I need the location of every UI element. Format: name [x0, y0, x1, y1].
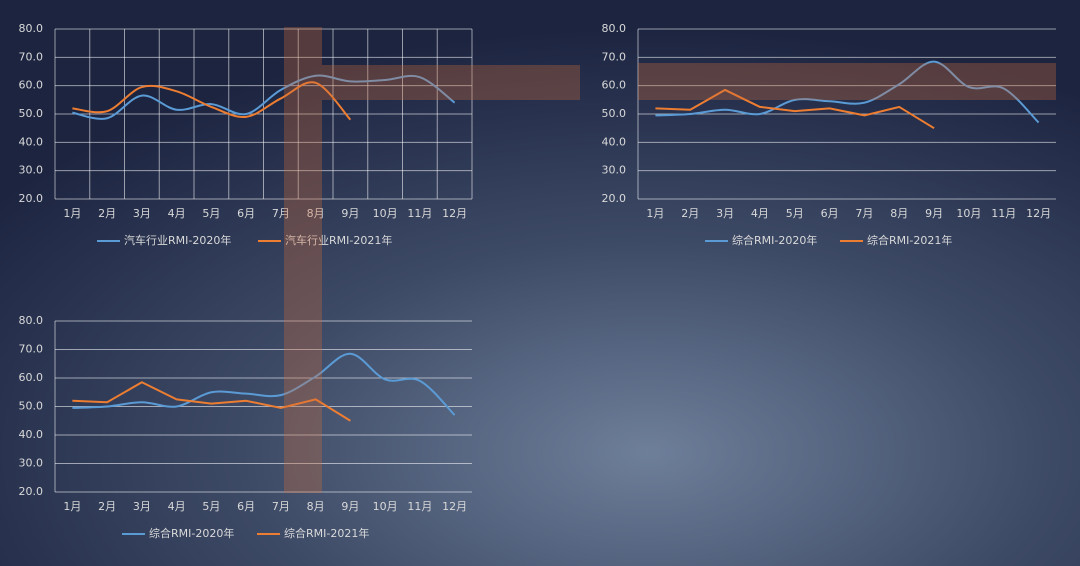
x-tick-label: 10月 [373, 500, 398, 513]
x-tick-label: 5月 [202, 207, 220, 220]
series-line [72, 381, 351, 422]
y-tick-label: 60.0 [19, 79, 44, 92]
highlight-band [638, 63, 1056, 100]
y-tick-label: 40.0 [19, 428, 44, 441]
x-tick-label: 1月 [63, 500, 81, 513]
x-tick-label: 8月 [890, 207, 908, 220]
x-tick-label: 7月 [272, 207, 290, 220]
y-tick-label: 20.0 [19, 192, 44, 205]
x-tick-label: 11月 [407, 500, 432, 513]
y-tick-label: 60.0 [602, 79, 627, 92]
highlight-band [322, 65, 580, 100]
x-tick-label: 11月 [407, 207, 432, 220]
y-tick-label: 50.0 [19, 400, 44, 413]
y-tick-label: 60.0 [19, 371, 44, 384]
legend-label: 综合RMI-2020年 [149, 526, 234, 540]
x-tick-label: 1月 [63, 207, 81, 220]
x-tick-label: 12月 [1026, 207, 1051, 220]
y-tick-label: 80.0 [19, 22, 44, 35]
charts: 20.0 30.0 40.0 50.0 60.0 70.0 80.0 1月 2月 3月 4月 5月 6月… [19, 22, 1056, 540]
y-tick-label: 40.0 [602, 135, 627, 148]
series-line [655, 60, 1040, 124]
x-tick-label: 8月 [307, 207, 325, 220]
x-tick-label: 7月 [855, 207, 873, 220]
highlight-band [284, 27, 322, 493]
series-line [655, 88, 935, 130]
legend-label: 汽车行业RMI-2020年 [124, 233, 231, 247]
y-tick-label: 70.0 [19, 343, 44, 356]
y-tick-label: 30.0 [19, 164, 44, 177]
x-tick-label: 12月 [442, 500, 467, 513]
y-tick-label: 30.0 [602, 164, 627, 177]
y-tick-label: 70.0 [19, 50, 44, 63]
x-tick-label: 1月 [646, 207, 664, 220]
y-tick-label: 50.0 [602, 107, 627, 120]
legend-label: 综合RMI-2020年 [732, 233, 817, 247]
x-tick-label: 9月 [341, 207, 359, 220]
legend-label: 汽车行业RMI-2021年 [285, 233, 392, 247]
x-tick-label: 7月 [272, 500, 290, 513]
y-tick-label: 80.0 [602, 22, 627, 35]
series-line [72, 352, 456, 416]
legend-label: 综合RMI-2021年 [284, 526, 369, 540]
x-tick-label: 3月 [716, 207, 734, 220]
x-tick-label: 2月 [98, 500, 116, 513]
y-tick-label: 20.0 [602, 192, 627, 205]
x-tick-label: 2月 [681, 207, 699, 220]
y-tick-label: 70.0 [602, 50, 627, 63]
y-tick-label: 20.0 [19, 485, 44, 498]
x-tick-label: 4月 [168, 500, 186, 513]
x-tick-label: 6月 [237, 500, 255, 513]
series-line [72, 81, 352, 121]
x-tick-label: 4月 [751, 207, 769, 220]
y-tick-label: 50.0 [19, 107, 44, 120]
x-tick-label: 5月 [202, 500, 220, 513]
legend-label: 综合RMI-2021年 [867, 233, 952, 247]
y-tick-label: 40.0 [19, 135, 44, 148]
x-tick-label: 10月 [956, 207, 981, 220]
y-tick-label: 30.0 [19, 457, 44, 470]
x-tick-label: 12月 [442, 207, 467, 220]
x-tick-label: 4月 [168, 207, 186, 220]
x-tick-label: 8月 [307, 500, 325, 513]
highlight-band [284, 65, 322, 100]
x-tick-label: 3月 [133, 207, 151, 220]
x-tick-label: 10月 [373, 207, 398, 220]
x-tick-label: 3月 [133, 500, 151, 513]
y-tick-label: 80.0 [19, 314, 44, 327]
x-tick-label: 6月 [237, 207, 255, 220]
x-tick-label: 9月 [341, 500, 359, 513]
x-tick-label: 2月 [98, 207, 116, 220]
x-tick-label: 9月 [925, 207, 943, 220]
x-tick-label: 11月 [991, 207, 1016, 220]
series-line [72, 74, 456, 120]
x-tick-label: 6月 [821, 207, 839, 220]
x-tick-label: 5月 [786, 207, 804, 220]
